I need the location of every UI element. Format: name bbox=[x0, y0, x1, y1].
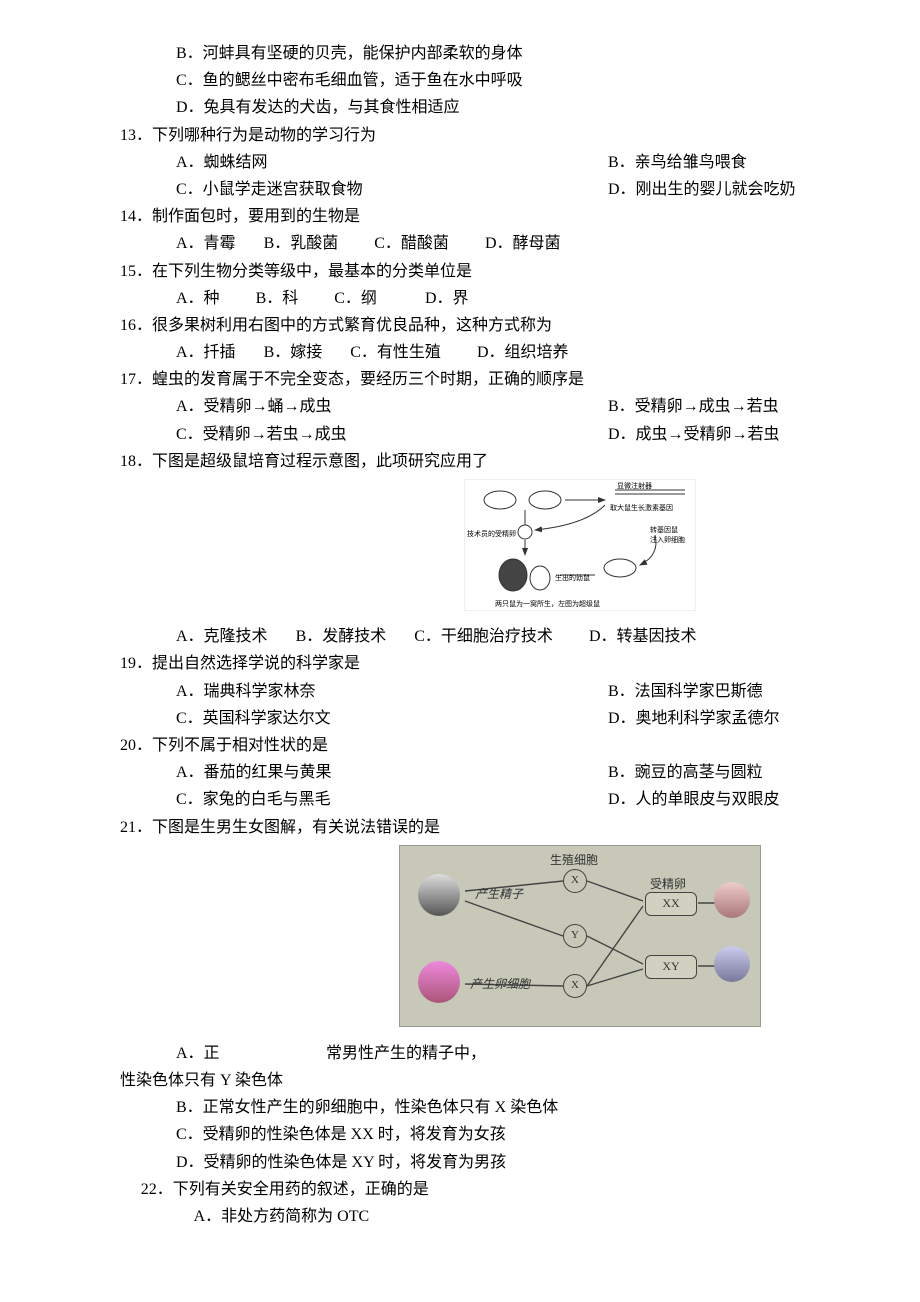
q19-options-cd: C．英国科学家达尔文 D．奥地利科学家孟德尔 bbox=[120, 705, 920, 732]
q14-option-b: B．乳酸菌 bbox=[264, 235, 339, 252]
q17-option-a: A．受精卵→蛹→成虫 bbox=[176, 393, 608, 420]
q16-option-d: D．组织培养 bbox=[477, 344, 569, 361]
q13-options-cd: C．小鼠学走迷宫获取食物 D．刚出生的婴儿就会吃奶 bbox=[120, 176, 920, 203]
q13-options-ab: A．蜘蛛结网 B．亲鸟给雏鸟喂食 bbox=[120, 149, 920, 176]
mouse-fig-label-5: 注入卵细胞 bbox=[650, 535, 685, 544]
q13-stem: 13．下列哪种行为是动物的学习行为 bbox=[120, 122, 920, 149]
q17-option-b: B．受精卵→成虫→若虫 bbox=[608, 393, 779, 420]
zygote-xx: XX bbox=[645, 892, 697, 916]
q13-option-a: A．蜘蛛结网 bbox=[176, 149, 608, 176]
sperm-label: 产生精子 bbox=[475, 884, 523, 904]
q15-stem: 15．在下列生物分类等级中，最基本的分类单位是 bbox=[120, 258, 920, 285]
sex-determination-figure: X Y X XX XY 生殖细胞 受精卵 产生精子 产生卵细胞 bbox=[399, 845, 761, 1027]
q22-option-a: A．非处方药简称为 OTC bbox=[120, 1203, 920, 1230]
q17-option-d: D．成虫→受精卵→若虫 bbox=[608, 421, 780, 448]
q15-option-a: A．种 bbox=[176, 290, 220, 307]
q21-stem: 21．下图是生男生女图解，有关说法错误的是 bbox=[120, 814, 920, 841]
super-mouse-figure: 显微注射器 取大鼠生长激素基因 技术员的受精卵 转基因鼠 注入卵细胞 生出的幼鼠… bbox=[464, 479, 696, 611]
mouse-fig-label-6: 生出的幼鼠 bbox=[555, 573, 590, 582]
q21-option-c: C．受精卵的性染色体是 XX 时，将发育为女孩 bbox=[120, 1121, 920, 1148]
q14-stem: 14．制作面包时，要用到的生物是 bbox=[120, 203, 920, 230]
gamete-top-label: 生殖细胞 bbox=[550, 850, 598, 870]
q18-option-d: D．转基因技术 bbox=[589, 628, 697, 645]
q18-stem: 18．下图是超级鼠培育过程示意图，此项研究应用了 bbox=[120, 448, 920, 475]
q19-option-b: B．法国科学家巴斯德 bbox=[608, 678, 763, 705]
q12-option-c: C．鱼的鳃丝中密布毛细血管，适于鱼在水中呼吸 bbox=[120, 67, 920, 94]
q21-option-a-line: A．正 常男性产生的精子中， bbox=[120, 1040, 920, 1067]
q14-option-a: A．青霉 bbox=[176, 235, 236, 252]
q18-option-a: A．克隆技术 bbox=[176, 628, 268, 645]
mouse-fig-label-1: 显微注射器 bbox=[617, 481, 652, 490]
q18-option-c: C．干细胞治疗技术 bbox=[414, 628, 553, 645]
gamete-cell-x2: X bbox=[563, 974, 587, 998]
q21-option-a-left: A．正 bbox=[120, 1040, 326, 1067]
male-avatar-icon bbox=[418, 874, 460, 916]
mouse-fig-label-4: 转基因鼠 bbox=[650, 525, 678, 534]
q14-option-c: C．醋酸菌 bbox=[374, 235, 449, 252]
q20-options-ab: A．番茄的红果与黄果 B．豌豆的高茎与圆粒 bbox=[120, 759, 920, 786]
q15-options: A．种 B．科 C．纲 D．界 bbox=[120, 285, 920, 312]
q20-stem: 20．下列不属于相对性状的是 bbox=[120, 732, 920, 759]
q22-stem: 22．下列有关安全用药的叙述，正确的是 bbox=[120, 1176, 920, 1203]
q16-option-a: A．扦插 bbox=[176, 344, 236, 361]
q19-stem: 19．提出自然选择学说的科学家是 bbox=[120, 650, 920, 677]
q17-option-c: C．受精卵→若虫→成虫 bbox=[176, 421, 608, 448]
q20-options-cd: C．家兔的白毛与黑毛 D．人的单眼皮与双眼皮 bbox=[120, 786, 920, 813]
q15-option-d: D．界 bbox=[425, 290, 469, 307]
q14-options: A．青霉 B．乳酸菌 C．醋酸菌 D．酵母菌 bbox=[120, 230, 920, 257]
q13-option-c: C．小鼠学走迷宫获取食物 bbox=[176, 176, 608, 203]
q17-options-ab: A．受精卵→蛹→成虫 B．受精卵→成虫→若虫 bbox=[120, 393, 920, 420]
q21-option-b: B．正常女性产生的卵细胞中，性染色体只有 X 染色体 bbox=[120, 1094, 920, 1121]
mouse-fig-label-3: 技术员的受精卵 bbox=[467, 529, 516, 538]
q20-option-b: B．豌豆的高茎与圆粒 bbox=[608, 759, 763, 786]
gamete-cell-y: Y bbox=[563, 924, 587, 948]
q12-option-b: B．河蚌具有坚硬的贝壳，能保护内部柔软的身体 bbox=[120, 40, 920, 67]
q19-option-a: A．瑞典科学家林奈 bbox=[176, 678, 608, 705]
mouse-fig-label-2: 取大鼠生长激素基因 bbox=[610, 503, 673, 512]
q13-option-d: D．刚出生的婴儿就会吃奶 bbox=[608, 176, 796, 203]
zygote-top-label: 受精卵 bbox=[650, 874, 686, 894]
q12-option-d: D．兔具有发达的犬齿，与其食性相适应 bbox=[120, 94, 920, 121]
q15-option-c: C．纲 bbox=[334, 290, 377, 307]
q16-option-b: B．嫁接 bbox=[264, 344, 323, 361]
gamete-cell-x1: X bbox=[563, 869, 587, 893]
q20-option-c: C．家兔的白毛与黑毛 bbox=[176, 786, 608, 813]
q21-option-d: D．受精卵的性染色体是 XY 时，将发育为男孩 bbox=[120, 1149, 920, 1176]
egg-label: 产生卵细胞 bbox=[470, 974, 530, 994]
zygote-xy: XY bbox=[645, 955, 697, 979]
q16-option-c: C．有性生殖 bbox=[350, 344, 441, 361]
boy-avatar-icon bbox=[714, 946, 750, 982]
q16-options: A．扦插 B．嫁接 C．有性生殖 D．组织培养 bbox=[120, 339, 920, 366]
q17-stem: 17．蝗虫的发育属于不完全变态，要经历三个时期，正确的顺序是 bbox=[120, 366, 920, 393]
q13-option-b: B．亲鸟给雏鸟喂食 bbox=[608, 149, 747, 176]
q21-option-a-right: 常男性产生的精子中， bbox=[326, 1040, 920, 1067]
q14-option-d: D．酵母菌 bbox=[485, 235, 561, 252]
q19-option-d: D．奥地利科学家孟德尔 bbox=[608, 705, 780, 732]
q21-option-a-continuation: 性染色体只有 Y 染色体 bbox=[120, 1067, 920, 1094]
q18-option-b: B．发酵技术 bbox=[296, 628, 387, 645]
q18-options: A．克隆技术 B．发酵技术 C．干细胞治疗技术 D．转基因技术 bbox=[120, 623, 920, 650]
q16-stem: 16．很多果树利用右图中的方式繁育优良品种，这种方式称为 bbox=[120, 312, 920, 339]
q20-option-a: A．番茄的红果与黄果 bbox=[176, 759, 608, 786]
q17-options-cd: C．受精卵→若虫→成虫 D．成虫→受精卵→若虫 bbox=[120, 421, 920, 448]
girl-avatar-icon bbox=[714, 882, 750, 918]
q15-option-b: B．科 bbox=[256, 290, 299, 307]
q19-options-ab: A．瑞典科学家林奈 B．法国科学家巴斯德 bbox=[120, 678, 920, 705]
mouse-fig-caption: 两只鼠为一窝所生，左图为超级鼠 bbox=[495, 599, 600, 608]
q20-option-d: D．人的单眼皮与双眼皮 bbox=[608, 786, 780, 813]
q19-option-c: C．英国科学家达尔文 bbox=[176, 705, 608, 732]
female-avatar-icon bbox=[418, 961, 460, 1003]
